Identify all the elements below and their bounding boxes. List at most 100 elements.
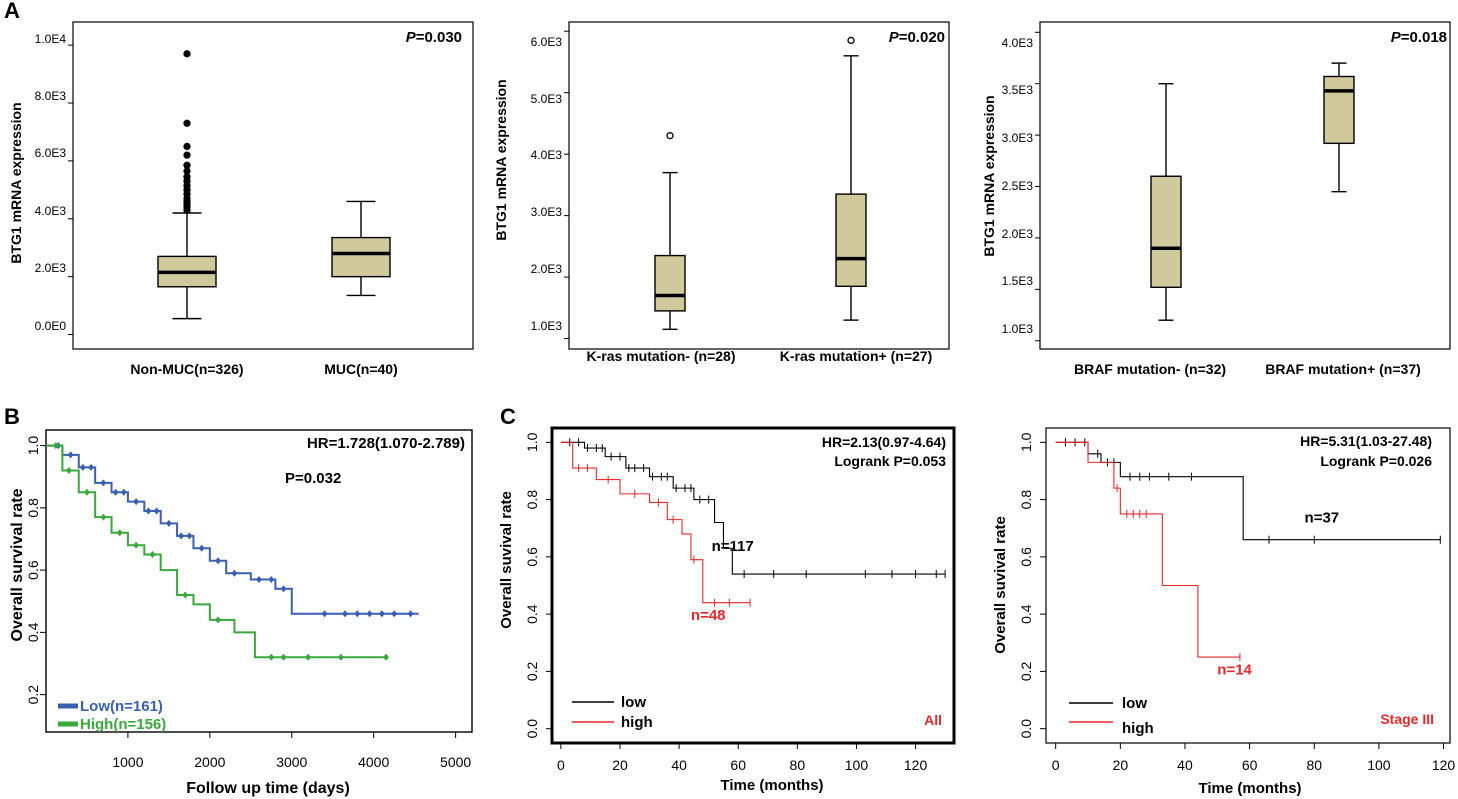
censor-mark [186,532,193,540]
x-tick-label: 120 [1432,757,1456,773]
censor-mark [100,479,107,487]
subset-label: All [924,712,942,728]
censor-mark [305,653,312,661]
censor-mark [215,557,222,565]
censor-mark [52,442,59,450]
y-tick-label: 2.5E3 [1002,179,1034,193]
chart-b: Overall survival rate Follow up time (da… [9,429,473,797]
outlier-point [183,151,191,159]
legend-label-low: low [1122,695,1147,712]
legend-label-high: high [621,714,653,731]
x-tick-label: 60 [1242,757,1258,773]
censor-mark [231,569,238,577]
y-axis-label: BTG1 mRNA expression [981,95,997,256]
p-value-annotation: P=0.032 [285,470,341,487]
outlier-point [183,161,191,169]
box-iqr [835,193,867,288]
censor-mark [280,585,287,593]
plot-frame [72,21,474,350]
plot-frame [1039,21,1451,350]
survival-curve-low [560,441,946,575]
series-n-label: n=37 [1305,510,1340,527]
plot-frame [45,429,473,733]
outlier-point [847,36,855,45]
y-tick-label: 0.4 [1018,604,1034,624]
x-tick-label: 80 [1306,757,1322,773]
censor-mark [366,610,373,618]
y-tick-label: 0.4 [25,622,41,642]
y-tick-label: 6.0E3 [35,146,67,160]
hr-annotation: HR=2.13(0.97-4.64) [822,434,946,450]
legend-label-high: High(n=156) [80,716,166,733]
series-n-label: n=48 [691,607,726,624]
censor-mark [67,451,74,459]
y-tick-label: 2.0E3 [1002,227,1034,241]
y-axis-label: Overall suvival rate [992,516,1009,654]
y-tick-label: 6.0E3 [531,35,563,49]
x-category-label: BRAF mutation+ (n=37) [1265,361,1421,377]
box-iqr [654,254,686,312]
censor-mark [133,541,140,549]
x-tick-label: 4000 [358,754,389,770]
censor-mark [149,551,156,559]
y-tick-label: 0.8 [1018,490,1034,510]
censor-mark [100,513,107,521]
y-tick-label: 1.0 [25,436,41,456]
censor-mark [378,610,385,618]
y-tick-label: 4.0E3 [1002,36,1034,50]
x-tick-label: 3000 [276,754,307,770]
x-category-label: K-ras mutation- (n=28) [587,348,736,364]
censor-mark [342,610,349,618]
logrank-annotation: Logrank P=0.053 [834,453,946,469]
censor-mark [382,653,389,661]
chart-a1: BTG1 mRNA expression P=0.030 0.0E0 2.0E3… [8,21,474,377]
y-tick-label: 0.4 [524,604,540,624]
censor-mark [79,463,86,471]
y-axis-label: Overall survival rate [9,488,26,641]
x-tick-label: 1000 [112,754,143,770]
y-tick-label: 1.5E3 [1002,274,1034,288]
y-tick-label: 4.0E3 [531,148,563,162]
chart-c2: Overall suvival rate Time (months) HR=5.… [992,427,1456,797]
censor-mark [112,488,119,496]
y-axis-label: Overall suvival rate [498,491,515,629]
box-iqr [331,236,391,278]
x-tick-label: 120 [904,757,928,773]
y-tick-label: 0.0 [524,719,540,739]
censor-mark [83,488,90,496]
series-n-label: n=14 [1217,661,1252,678]
x-tick-label: 0 [1052,757,1060,773]
censor-mark [354,610,361,618]
censor-mark [268,575,275,583]
censor-mark [391,610,398,618]
x-tick-label: 20 [612,757,628,773]
x-tick-label: 40 [1177,757,1193,773]
y-tick-label: 2.0E3 [35,261,67,275]
y-tick-label: 0.2 [524,661,540,681]
x-tick-label: 2000 [194,754,225,770]
x-tick-label: 100 [1367,757,1391,773]
x-tick-label: 60 [730,757,746,773]
survival-curve-low [46,444,419,615]
y-axis-label: BTG1 mRNA expression [493,79,509,240]
chart-c1: Overall suvival rate Time (months) HR=2.… [498,426,956,794]
censor-mark [198,544,205,552]
censor-mark [65,466,72,474]
x-tick-label: 20 [1113,757,1129,773]
y-tick-label: 0.2 [25,685,41,705]
outlier-point [666,132,674,140]
censor-mark [407,610,414,618]
p-value-annotation: P=0.018 [1391,29,1447,46]
y-tick-label: 8.0E3 [35,89,67,103]
censor-mark [165,519,172,527]
x-axis-label: Follow up time (days) [186,780,350,797]
plot-frame [550,426,956,745]
x-category-label: MUC(n=40) [324,361,398,377]
y-tick-label: 5.0E3 [531,92,563,106]
box-iqr [1150,175,1182,289]
outlier-point [183,173,191,181]
y-tick-label: 0.6 [1018,547,1034,567]
y-tick-label: 0.8 [524,490,540,510]
censor-mark [268,653,275,661]
